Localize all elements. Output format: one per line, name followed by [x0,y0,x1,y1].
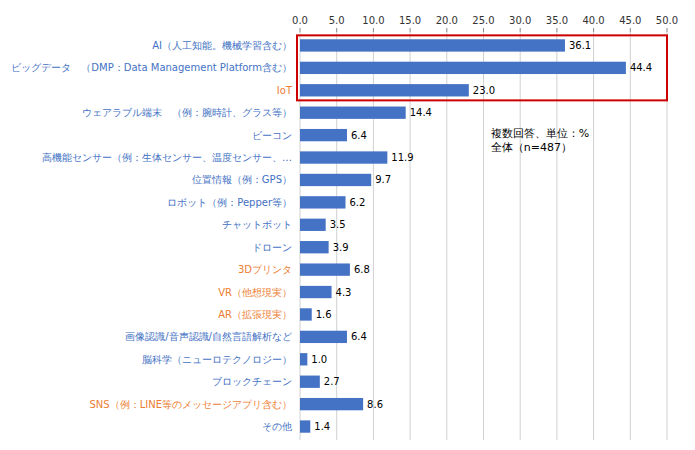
tick-label: 15.0 [399,15,421,26]
tick-label: 45.0 [619,15,641,26]
tick-label: 25.0 [472,15,494,26]
data-label: 1.0 [311,354,327,365]
data-label: 11.9 [391,152,413,163]
category-label: 脳科学（ニューロテクノロジー） [142,354,292,365]
category-label: AI（人工知能。機械学習含む） [152,40,292,51]
data-label: 8.6 [367,399,383,410]
data-label: 3.9 [333,242,349,253]
tick-mark [483,28,484,32]
bar [300,174,371,186]
data-labels: 36.1 44.4 23.0 14.4 6.4 11.99.7 6.2 3.5 3.9 6.8 4.… [311,40,652,432]
category-label: 画像認識/音声認識/自然言語解析など [125,331,292,342]
tick-mark [336,28,337,32]
bar [300,353,307,365]
tick-label: 5.0 [329,15,345,26]
category-label: ウェアラブル端末 （例：腕時計、グラス等） [82,107,292,118]
bar [300,308,312,320]
tick-label: 35.0 [546,15,568,26]
highlight-box [297,35,667,100]
bars [300,39,626,432]
annotation-line: 複数回答、単位：% [491,126,589,139]
page: {"chart_data": { "type": "bar", "orienta… [0,0,695,450]
bar [300,62,626,74]
tick-mark [630,28,631,32]
bar [300,263,350,275]
data-label: 3.5 [330,219,346,230]
bar [300,331,347,343]
data-label: 23.0 [473,85,495,96]
tick-label: 0.0 [292,15,308,26]
bar [300,196,346,208]
data-label: 1.6 [316,309,332,320]
x-axis: 0.0 5.0 10.0 15.0 20.0 25.0 30.0 35.0 40.0 45.0 50… [292,15,678,32]
data-label: 14.4 [410,107,432,118]
category-label: AR（拡張現実） [218,309,292,320]
category-label: 位置情報（例：GPS） [192,174,292,185]
bar [300,151,387,163]
category-label: ビーコン [252,130,292,141]
annotation-line: 全体（n=487） [491,140,572,153]
tick-label: 40.0 [582,15,604,26]
bar [300,84,469,96]
grid-line [593,32,594,440]
bar [300,39,565,51]
category-label: VR（他想現実） [218,287,292,298]
category-label: ブロックチェーン [212,376,292,387]
tick-mark [593,28,594,32]
tick-mark [373,28,374,32]
data-label: 4.3 [336,287,352,298]
data-label: 6.4 [351,331,367,342]
bar [300,420,310,432]
tick-label: 10.0 [362,15,384,26]
grid-line [520,32,521,440]
y-axis: AI（人工知能。機械学習含む） ビッグデータ （DMP：Data Manageme… [11,40,293,432]
data-label: 6.8 [354,264,370,275]
tick-label: 20.0 [436,15,458,26]
chart: 0.0 5.0 10.0 15.0 20.0 25.0 30.0 35.0 40.0 45.0 50… [0,0,695,450]
data-label: 36.1 [569,40,591,51]
tick-label: 30.0 [509,15,531,26]
bar [300,376,320,388]
bar [300,286,332,298]
data-label: 6.4 [351,130,367,141]
bar [300,107,406,119]
bar [300,129,347,141]
category-label: ロボット（例：Pepper等） [167,197,292,208]
category-label: 3Dプリンタ [238,264,292,275]
bar [300,219,326,231]
bar [300,241,329,253]
tick-mark [667,28,668,32]
category-label: その他 [262,421,292,432]
grid [300,32,667,440]
data-label: 9.7 [375,174,391,185]
tick-mark [520,28,521,32]
data-label: 44.4 [630,62,652,73]
bar [300,398,363,410]
category-label: SNS（例：LINE等のメッセージアプリ含む） [90,399,293,410]
tick-mark [410,28,411,32]
category-label: ビッグデータ （DMP：Data Management Platform含む） [11,62,292,73]
tick-mark [300,28,301,32]
tick-mark [446,28,447,32]
category-label: チャットボット [222,219,292,230]
grid-line [630,32,631,440]
category-label: ドローン [252,242,292,253]
data-label: 1.4 [314,421,330,432]
tick-mark [556,28,557,32]
tick-label: 50.0 [656,15,678,26]
data-label: 2.7 [324,376,340,387]
data-label: 6.2 [350,197,366,208]
annotation: 複数回答、単位：%全体（n=487） [491,126,589,153]
grid-line [556,32,557,440]
category-label: 高機能センサー（例：生体センサー、温度センサー、… [42,152,292,163]
category-label: IoT [277,85,293,96]
